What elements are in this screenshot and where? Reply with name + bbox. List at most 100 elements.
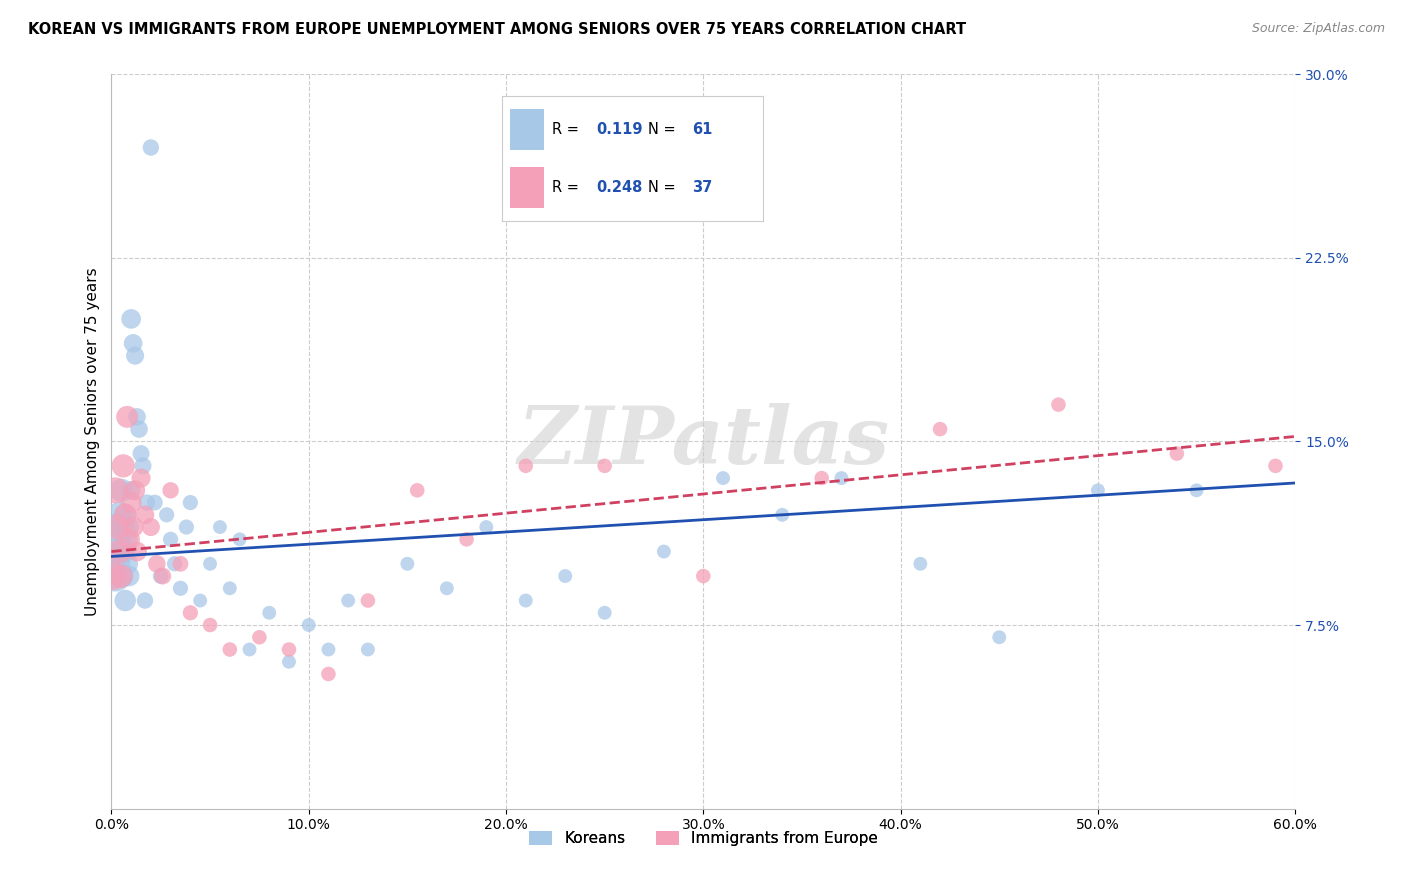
Point (163, 557, 186, 571)
Point (176, 520, 198, 534)
Point (105, 544, 128, 558)
Point (108, 533, 131, 547)
Point (830, 471, 852, 485)
Point (169, 582, 191, 596)
Point (152, 569, 174, 583)
Point (711, 471, 734, 485)
Point (593, 458, 616, 473)
Point (179, 495, 201, 509)
Point (114, 593, 136, 607)
Point (129, 471, 152, 485)
Point (770, 508, 793, 522)
Point (124, 483, 146, 498)
Point (115, 533, 138, 547)
Point (179, 606, 201, 620)
Point (134, 593, 156, 607)
Point (593, 606, 616, 620)
Point (115, 409, 138, 424)
Legend: Koreans, Immigrants from Europe: Koreans, Immigrants from Europe (523, 825, 884, 853)
Point (156, 508, 179, 522)
Point (318, 642, 340, 657)
Point (125, 544, 148, 558)
Point (228, 533, 250, 547)
Point (143, 495, 166, 509)
Point (120, 495, 142, 509)
Point (122, 520, 145, 534)
Point (436, 582, 458, 596)
Point (218, 582, 240, 596)
Point (108, 508, 131, 522)
Point (129, 447, 152, 461)
Point (218, 642, 240, 657)
Point (110, 569, 132, 583)
Point (139, 520, 162, 534)
Point (169, 557, 191, 571)
Point (146, 557, 169, 571)
Point (357, 642, 380, 657)
Point (110, 483, 132, 498)
Point (125, 409, 148, 424)
Point (1264, 458, 1286, 473)
Point (929, 422, 952, 436)
Point (159, 483, 181, 498)
Point (198, 557, 221, 571)
Point (118, 533, 141, 547)
Point (298, 618, 321, 632)
Point (278, 655, 301, 669)
Point (114, 508, 136, 522)
Text: KOREAN VS IMMIGRANTS FROM EUROPE UNEMPLOYMENT AMONG SENIORS OVER 75 YEARS CORREL: KOREAN VS IMMIGRANTS FROM EUROPE UNEMPLO… (28, 22, 966, 37)
Point (278, 642, 301, 657)
Point (238, 642, 260, 657)
Text: ZIPatlas: ZIPatlas (517, 402, 890, 480)
Point (208, 520, 231, 534)
Point (988, 630, 1011, 644)
Point (134, 508, 156, 522)
Point (149, 569, 172, 583)
Text: Source: ZipAtlas.com: Source: ZipAtlas.com (1251, 22, 1385, 36)
Point (122, 336, 145, 351)
Point (456, 533, 478, 547)
Y-axis label: Unemployment Among Seniors over 75 years: Unemployment Among Seniors over 75 years (86, 267, 100, 615)
Point (112, 544, 135, 558)
Point (120, 312, 142, 326)
Point (692, 569, 714, 583)
Point (396, 557, 419, 571)
Point (118, 520, 141, 534)
Point (104, 483, 127, 498)
Point (188, 593, 211, 607)
Point (515, 458, 537, 473)
Point (1185, 483, 1208, 498)
Point (247, 630, 270, 644)
Point (652, 544, 675, 558)
Point (259, 606, 281, 620)
Point (124, 349, 146, 363)
Point (1087, 483, 1109, 498)
Point (810, 471, 832, 485)
Point (406, 483, 429, 498)
Point (112, 520, 135, 534)
Point (139, 140, 162, 154)
Point (105, 520, 128, 534)
Point (108, 544, 131, 558)
Point (115, 557, 138, 571)
Point (135, 495, 157, 509)
Point (475, 520, 498, 534)
Point (105, 520, 128, 534)
Point (120, 483, 142, 498)
Point (554, 569, 576, 583)
Point (910, 557, 932, 571)
Point (1166, 447, 1188, 461)
Point (114, 508, 136, 522)
Point (104, 569, 127, 583)
Point (159, 533, 181, 547)
Point (337, 593, 360, 607)
Point (318, 667, 340, 681)
Point (198, 618, 221, 632)
Point (132, 458, 155, 473)
Point (1047, 398, 1070, 412)
Point (110, 569, 132, 583)
Point (112, 458, 135, 473)
Point (103, 569, 125, 583)
Point (128, 422, 150, 436)
Point (357, 593, 380, 607)
